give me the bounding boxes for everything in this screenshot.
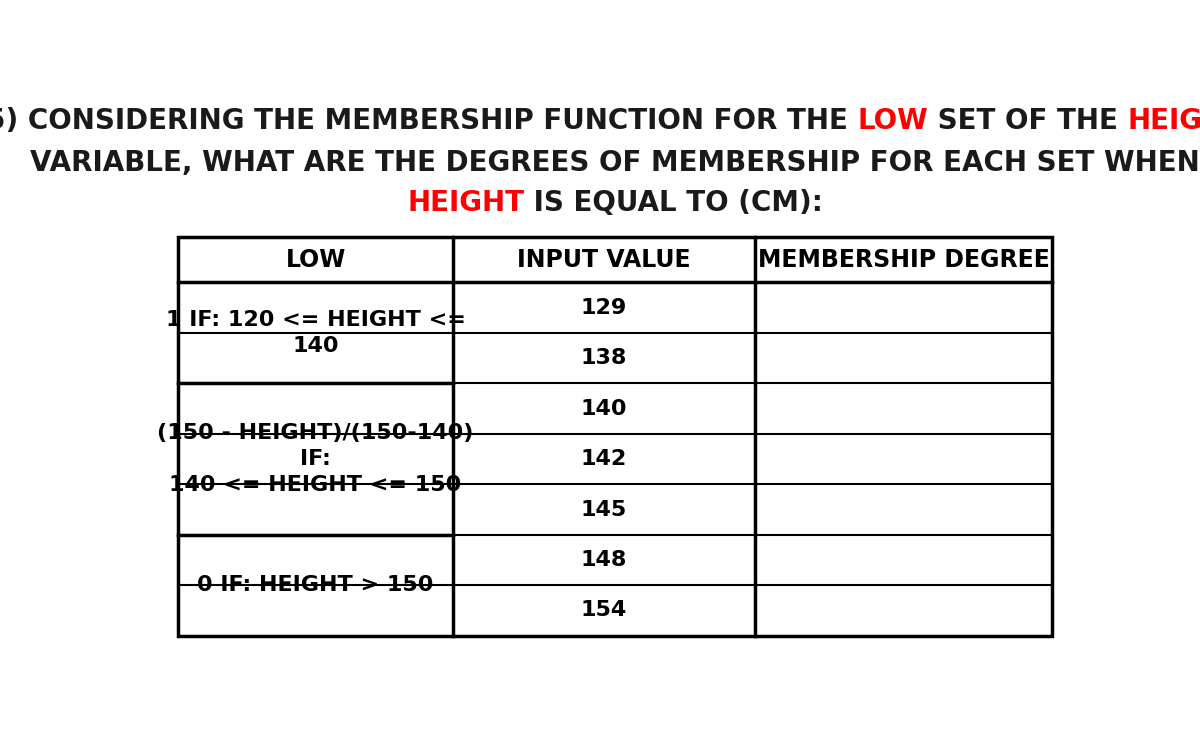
Text: MEMBERSHIP DEGREE: MEMBERSHIP DEGREE — [757, 247, 1050, 272]
Text: 138: 138 — [581, 348, 628, 368]
Text: LOW: LOW — [286, 247, 346, 272]
Text: VARIABLE, WHAT ARE THE DEGREES OF MEMBERSHIP FOR EACH SET WHEN: VARIABLE, WHAT ARE THE DEGREES OF MEMBER… — [30, 150, 1200, 177]
Text: HEIGHT: HEIGHT — [1127, 107, 1200, 135]
Text: 154: 154 — [581, 600, 628, 620]
Text: INPUT VALUE: INPUT VALUE — [517, 247, 691, 272]
Text: 140: 140 — [581, 399, 628, 418]
Text: IS EQUAL TO (CM):: IS EQUAL TO (CM): — [524, 189, 823, 217]
Text: 0 IF: HEIGHT > 150: 0 IF: HEIGHT > 150 — [197, 575, 433, 595]
Text: 145: 145 — [581, 499, 628, 520]
Text: 142: 142 — [581, 449, 628, 469]
Text: HEIGHT: HEIGHT — [407, 189, 524, 217]
Bar — [178, 237, 1052, 636]
Text: 5) CONSIDERING THE MEMBERSHIP FUNCTION FOR THE: 5) CONSIDERING THE MEMBERSHIP FUNCTION F… — [0, 107, 857, 135]
Text: LOW: LOW — [857, 107, 928, 135]
Text: (150 - HEIGHT)/(150-140)
IF:
140 <= HEIGHT <= 150: (150 - HEIGHT)/(150-140) IF: 140 <= HEIG… — [157, 423, 474, 496]
Text: 129: 129 — [581, 298, 628, 318]
Text: 148: 148 — [581, 550, 628, 570]
Text: 1 IF: 120 <= HEIGHT <=
140: 1 IF: 120 <= HEIGHT <= 140 — [166, 310, 466, 356]
Text: SET OF THE: SET OF THE — [928, 107, 1127, 135]
